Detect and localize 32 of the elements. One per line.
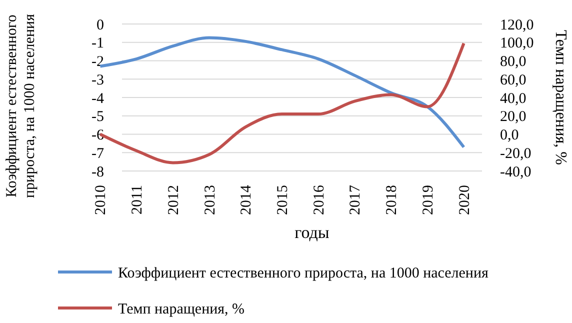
x-tick-label: 2011 — [130, 185, 146, 214]
x-tick-label: 2013 — [202, 185, 218, 215]
y-tick-label: -8 — [92, 164, 104, 180]
x-tick-label: 2010 — [93, 185, 110, 215]
y2-tick-label: 100,0 — [500, 36, 534, 52]
y2-axis-title: Темп наращения, % — [552, 30, 569, 165]
y2-tick-label: 80,0 — [500, 54, 526, 70]
y-axis-title: Коэффициент естественного прироста, на 1000 населения — [3, 13, 39, 200]
y-tick-label: -1 — [92, 36, 104, 52]
y-tick-label: -3 — [92, 72, 104, 88]
x-axis-title: годы — [294, 223, 330, 242]
y2-tick-label: 120,0 — [500, 17, 534, 34]
y-tick-label: -5 — [92, 109, 104, 126]
y2-tick-label: 0,0 — [500, 128, 519, 144]
x-tick-label: 2018 — [384, 185, 400, 215]
x-tick-label: 2014 — [238, 184, 255, 215]
y2-tick-label: 40,0 — [500, 90, 526, 107]
y2-tick-label: 20,0 — [500, 109, 526, 126]
x-tick-label: 2019 — [420, 185, 436, 215]
y-tick-label: -4 — [92, 90, 104, 107]
legend-label: Темп наращения, % — [118, 301, 245, 318]
y2-tick-label: -20,0 — [500, 146, 532, 162]
x-tick-label: 2016 — [311, 184, 328, 215]
x-tick-label: 2020 — [456, 185, 473, 215]
x-tick-label: 2017 — [348, 184, 364, 215]
legend-label: Коэффициент естественного прироста, на 1000 населения — [118, 265, 488, 282]
x-tick-label: 2012 — [166, 185, 182, 215]
y2-tick-label: -40,0 — [500, 164, 532, 180]
y-tick-label: 0 — [96, 17, 104, 34]
x-tick-label: 2015 — [275, 185, 291, 215]
y-tick-label: -7 — [92, 146, 104, 162]
y2-tick-label: 60,0 — [500, 72, 526, 88]
